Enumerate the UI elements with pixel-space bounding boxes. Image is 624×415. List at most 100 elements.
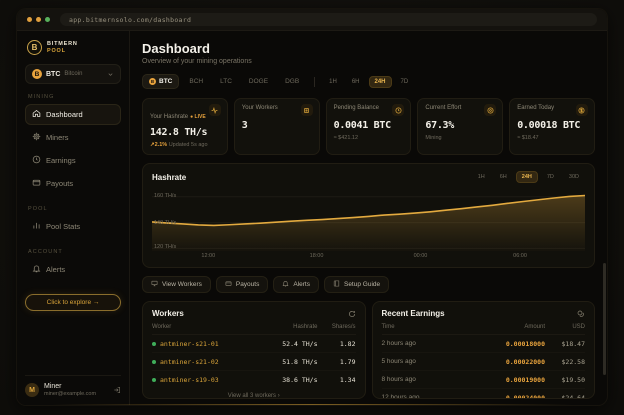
earning-row[interactable]: 8 hours ago 0.00019000 $19.50 [381,371,585,389]
coin-tab-bch[interactable]: BCH [189,78,204,85]
stat-label: Current Effort [425,105,462,111]
stat-sub: ≈ $18.47 [517,135,539,141]
btc-coin-icon: B [149,78,156,85]
button-label: Setup Guide [343,281,381,288]
col-usd: USD [572,324,585,330]
range-tab-1h[interactable]: 1H [329,78,337,85]
earning-amount: 0.00022000 [505,357,545,366]
card-icon [32,178,41,189]
button-label: Payouts [235,281,260,288]
window-control-icon[interactable] [45,17,50,22]
earning-usd: $19.50 [561,375,585,384]
worker-hashrate: 38.6 TH/s [282,375,318,384]
avatar: M [25,383,39,397]
logo-text: BITMERN POOL [47,41,78,55]
user-card[interactable]: M Miner miner@example.com [25,375,121,397]
stat-value: 0.0041 BTC [333,120,392,131]
sidebar: B BITMERN POOL B BTC Bitcoin MINING Dash… [17,31,130,405]
coin-tab-btc[interactable]: B BTC [142,74,180,89]
book-icon [333,280,340,289]
coins-icon[interactable] [577,310,585,318]
worker-row[interactable]: antminer-s21-02 51.8 TH/s 1.79 [152,353,356,371]
stat-card-workers: Your Workers 3 [233,98,320,155]
sidebar-item-payouts[interactable]: Payouts [25,173,121,194]
chart-range-24h[interactable]: 24H [515,171,538,183]
sidebar-item-label: Dashboard [46,110,83,119]
col-worker: Worker [152,324,172,330]
col-time: Time [381,324,395,330]
earnings-table-header: Time Amount USD [381,318,585,335]
x-tick: 06:00 [513,253,527,259]
stat-value: 142.8 TH/s [150,127,208,138]
logout-icon[interactable] [113,386,121,394]
sidebar-item-label: Payouts [46,179,74,188]
chart-range-7d[interactable]: 7D [546,174,554,180]
sidebar-item-label: Pool Stats [46,222,81,231]
bar-chart-icon [32,221,41,232]
col-shares: Shares/s [331,324,356,330]
stat-label: Your Hashrate [150,114,189,120]
x-tick: 18:00 [309,253,324,259]
scrollbar[interactable] [603,262,606,376]
earning-amount: 0.00019000 [505,375,545,384]
view-all-workers-link[interactable]: View all 3 workers › [227,393,280,399]
payouts-button[interactable]: Payouts [215,276,269,293]
section-label-mining: MINING [28,94,55,100]
card-icon [225,280,232,289]
earning-time: 12 hours ago [381,394,420,399]
setup-guide-button[interactable]: Setup Guide [323,276,390,293]
range-tab-7d[interactable]: 7D [400,78,409,85]
sidebar-item-label: Miners [46,133,69,142]
chart-range-30d[interactable]: 30D [568,174,579,180]
user-info: Miner miner@example.com [44,383,96,397]
explore-button[interactable]: Click to explore → [25,294,121,311]
earning-time: 8 hours ago [381,376,416,383]
workers-table-header: Worker Hashrate Shares/s [152,318,356,335]
coin-tab-dgb[interactable]: DGB [285,78,300,85]
coin-tab-label: BTC [159,78,173,85]
target-icon [484,104,497,116]
chart-range-1h[interactable]: 1H [477,174,485,180]
sidebar-item-label: Alerts [46,265,66,274]
earning-row[interactable]: 12 hours ago 0.00024000 $24.64 [382,389,586,399]
worker-shares: 1.79 [339,357,356,366]
online-status-dot [152,377,156,382]
worker-row[interactable]: antminer-s21-01 52.4 TH/s 1.82 [152,335,356,353]
earning-usd: $22.58 [561,357,585,366]
stat-sub: Updated 5s ago [168,142,208,148]
worker-name: antminer-s21-02 [160,357,219,366]
chart-range-6h[interactable]: 6H [499,174,507,180]
workers-title: Workers [152,309,184,318]
sidebar-item-pool-stats[interactable]: Pool Stats [25,216,121,237]
sidebar-item-miners[interactable]: Miners [25,127,121,148]
chart-range-tabs: 1H 6H 24H 7D 30D [472,171,585,183]
earning-row[interactable]: 5 hours ago 0.00022000 $22.58 [381,353,585,371]
btc-coin-icon: B [32,69,42,79]
coin-icon [575,104,588,116]
page-title: Dashboard [142,41,210,56]
address-bar[interactable]: app.bitmernsolo.com/dashboard [60,13,597,26]
alerts-button[interactable]: Alerts [273,276,319,293]
sidebar-item-dashboard[interactable]: Dashboard [25,104,121,125]
sidebar-item-earnings[interactable]: Earnings [25,150,121,171]
recent-earnings-panel: Recent Earnings Time Amount USD 2 hours … [371,301,595,399]
section-label-pool: POOL [28,206,48,212]
earning-row[interactable]: 2 hours ago 0.00018000 $18.47 [381,335,585,353]
hashrate-area [152,195,585,251]
refresh-icon[interactable] [348,310,356,318]
window-control-icon[interactable] [27,17,32,22]
stat-label: Your Workers [241,105,278,111]
sidebar-item-alerts[interactable]: Alerts [25,259,121,280]
range-tab-24h[interactable]: 24H [368,75,392,88]
coin-selector[interactable]: B BTC Bitcoin [25,64,121,84]
section-label-account: ACCOUNT [28,249,63,255]
window-control-icon[interactable] [36,17,41,22]
worker-name: antminer-s21-01 [160,339,219,348]
coin-tab-doge[interactable]: DOGE [248,78,269,85]
coin-tab-ltc[interactable]: LTC [220,78,232,85]
view-workers-button[interactable]: View Workers [142,276,211,293]
online-status-dot [152,359,156,364]
worker-row[interactable]: antminer-s19-03 38.6 TH/s 1.34 [152,371,356,388]
y-tick-160: 160 TH/s [154,193,177,199]
range-tab-6h[interactable]: 6H [351,78,360,85]
